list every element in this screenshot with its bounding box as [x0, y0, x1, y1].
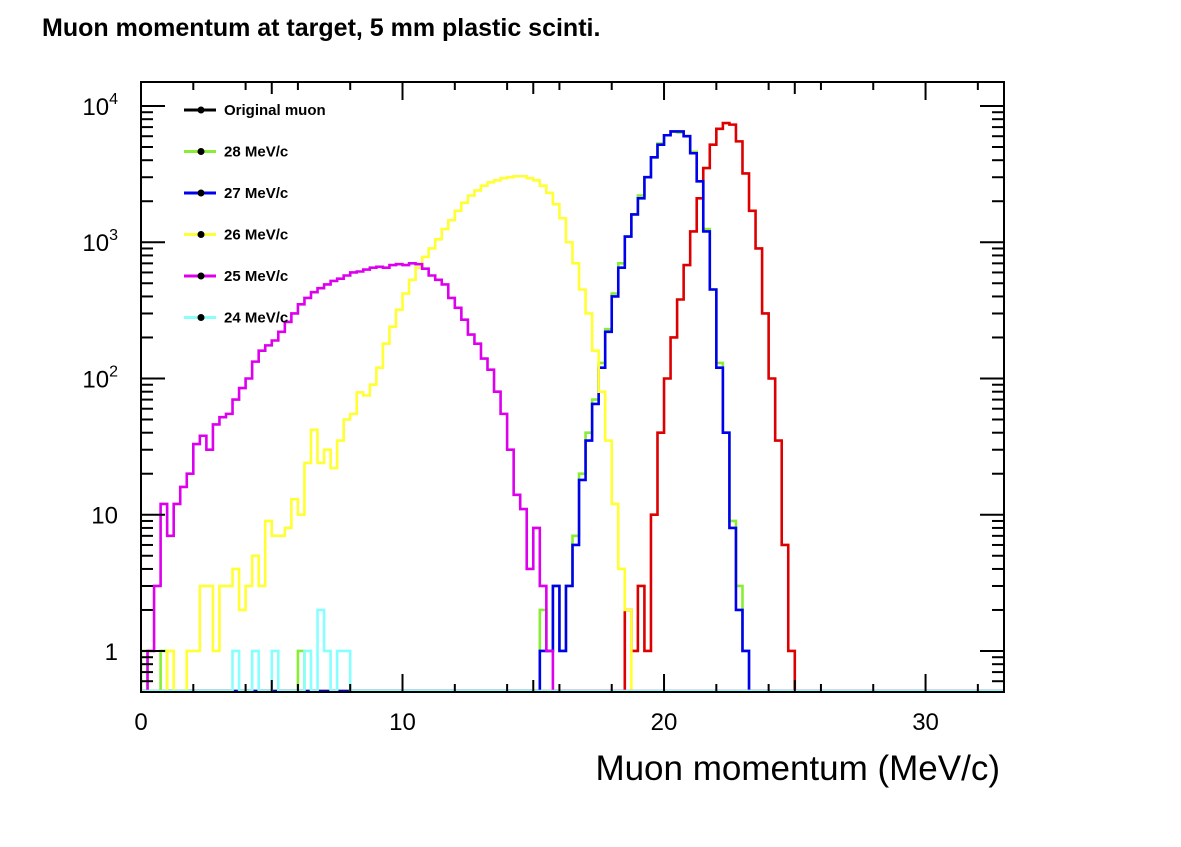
- legend-marker: [197, 106, 205, 114]
- legend-marker: [197, 272, 205, 280]
- legend-entry: Original muon: [184, 102, 326, 119]
- legend-entry: 27 MeV/c: [184, 185, 288, 202]
- y-tick-label: 104: [82, 91, 118, 121]
- x-axis-title: Muon momentum (MeV/c): [595, 749, 1000, 788]
- histogram-series-unlabeled-red: [141, 121, 1004, 692]
- legend-marker: [197, 231, 205, 238]
- y-tick-label: 103: [82, 227, 118, 257]
- legend-marker: [197, 189, 205, 197]
- x-tick-label: 10: [389, 709, 416, 736]
- legend-label: Original muon: [224, 102, 326, 119]
- legend-label: 28 MeV/c: [224, 144, 288, 161]
- legend-entry: 24 MeV/c: [184, 310, 288, 327]
- legend-entry: 28 MeV/c: [184, 144, 288, 161]
- histogram-series-25-mev-c: [141, 262, 1004, 692]
- legend-marker: [197, 314, 205, 321]
- y-tick-label: 102: [82, 363, 118, 393]
- histogram-series-26-mev-c: [141, 174, 1004, 692]
- y-tick-label: 10: [91, 503, 118, 530]
- legend-label: 25 MeV/c: [224, 268, 288, 285]
- legend-label: 24 MeV/c: [224, 310, 288, 327]
- histogram-series-27-mev-c: [141, 130, 1004, 692]
- legend-marker: [197, 148, 205, 155]
- plot-frame: [140, 81, 1005, 693]
- y-tick-labels: 1 10 102 103 104: [82, 91, 118, 666]
- axes: [140, 82, 1004, 693]
- chart-title: Muon momentum at target, 5 mm plastic sc…: [42, 14, 600, 42]
- plot-area: [141, 82, 1004, 692]
- x-tick-label: 20: [651, 709, 678, 736]
- y-tick-label: 1: [105, 639, 118, 666]
- x-tick-label: 30: [912, 709, 939, 736]
- legend-label: 26 MeV/c: [224, 227, 288, 244]
- x-tick-labels: 0 10 20 30: [134, 709, 939, 736]
- x-tick-label: 0: [134, 709, 147, 736]
- legend-entry: 26 MeV/c: [184, 227, 288, 244]
- legend-label: 27 MeV/c: [224, 185, 288, 202]
- legend-entry: 25 MeV/c: [184, 268, 288, 285]
- legend: Original muon 28 MeV/c 27 MeV/c 26 MeV/c…: [184, 102, 326, 327]
